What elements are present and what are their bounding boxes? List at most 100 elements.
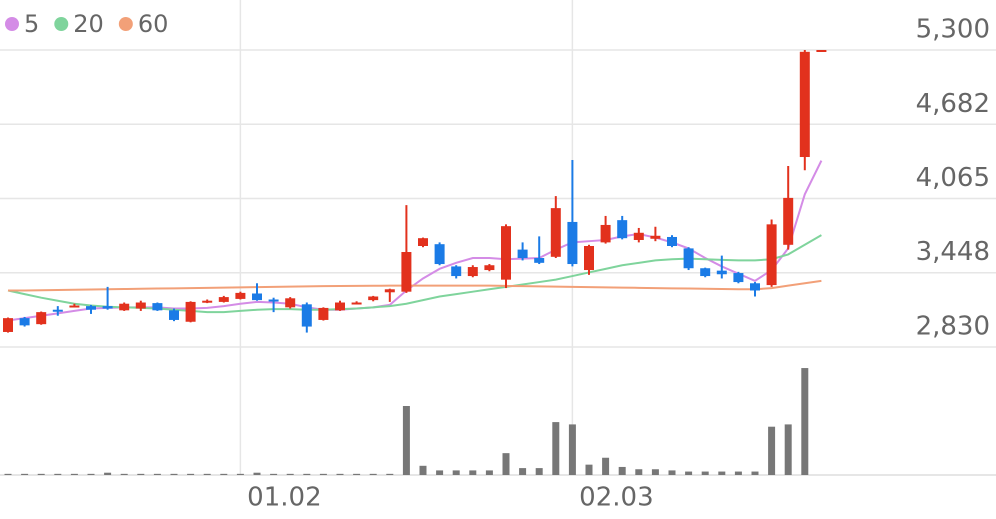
volume-bar: [4, 473, 12, 475]
legend-label: 20: [73, 10, 104, 38]
candle-body: [318, 307, 329, 320]
candle-body: [683, 248, 694, 269]
candle-body: [534, 258, 545, 263]
volume-bar: [253, 472, 261, 475]
volume-bar: [353, 473, 361, 475]
y-tick-label: 4,065: [916, 163, 990, 193]
volume-bar: [402, 406, 410, 475]
volume-bar: [203, 473, 211, 475]
volume-bar: [568, 424, 576, 475]
volume-bar: [502, 453, 510, 475]
candle-body: [401, 252, 412, 292]
candle-body: [285, 298, 296, 308]
candle-body: [517, 249, 528, 259]
volume-bar: [104, 472, 112, 475]
candle-body: [700, 268, 711, 277]
volume-bar: [801, 368, 809, 475]
candle-body: [484, 265, 495, 271]
candle-body: [799, 51, 810, 158]
y-tick-label: 3,448: [916, 237, 990, 267]
volume-bar: [436, 470, 444, 475]
legend-marker: [118, 17, 133, 31]
volume-bar: [286, 473, 294, 475]
candle-body: [467, 267, 478, 277]
volume-bar: [651, 469, 659, 475]
volume-bar: [220, 473, 228, 475]
volume-bar: [170, 473, 178, 475]
candle-body: [135, 302, 146, 309]
volume-bar: [552, 422, 560, 475]
volume-bar: [718, 471, 726, 475]
y-tick-label: 2,830: [916, 312, 990, 342]
volume-bar: [369, 473, 377, 475]
volume-bar: [120, 473, 128, 475]
volume-bar: [602, 457, 610, 475]
volume-bar: [137, 473, 145, 475]
moving-average-line: [8, 279, 822, 292]
candle-body: [501, 226, 511, 280]
candle-body: [218, 297, 229, 302]
candle-body: [650, 235, 661, 239]
candle-body: [451, 266, 462, 277]
candle-body: [633, 232, 644, 240]
candle-body: [550, 208, 561, 257]
candle-body: [252, 293, 262, 301]
moving-average-line: [7, 160, 823, 322]
candle-body: [783, 197, 794, 245]
moving-average-line: [7, 234, 822, 314]
candle-body: [152, 303, 163, 311]
volume-bar: [618, 466, 626, 475]
candle-body: [766, 224, 777, 286]
candle-body: [69, 305, 80, 308]
candle-body: [3, 318, 13, 332]
candle-body: [617, 220, 628, 239]
candle-body: [19, 318, 30, 326]
y-tick-label: 4,682: [916, 89, 990, 119]
volume-bar: [336, 473, 344, 475]
volume-bar: [668, 470, 676, 475]
legend-label: 5: [24, 10, 39, 38]
candle-body: [434, 244, 445, 265]
volume-bar: [21, 473, 29, 475]
volume-bar: [319, 473, 327, 475]
x-tick-label: 01.02: [247, 483, 321, 513]
candle-body: [816, 50, 827, 52]
volume-bar: [784, 424, 792, 475]
volume-bar: [70, 473, 78, 475]
legend-marker: [5, 17, 19, 31]
candle-body: [733, 273, 744, 283]
candle-body: [335, 302, 345, 311]
volume-bar: [469, 470, 477, 475]
legend-label: 60: [138, 10, 169, 38]
volume-bar: [452, 470, 460, 475]
volume-bar: [419, 465, 427, 475]
volume-bar: [270, 473, 278, 475]
volume-bar: [187, 473, 195, 475]
candle-body: [202, 300, 213, 303]
volume-bar: [535, 468, 543, 475]
volume-bar: [635, 469, 643, 475]
legend-marker: [54, 17, 69, 31]
candle-body: [235, 292, 246, 299]
candle-body: [351, 302, 362, 305]
volume-bar: [485, 470, 493, 475]
x-tick-label: 02.03: [579, 483, 653, 513]
volume-bar: [519, 468, 527, 475]
volume-bar: [585, 464, 593, 475]
volume-bar: [37, 473, 45, 475]
candle-body: [119, 303, 130, 311]
volume-bar: [87, 473, 95, 475]
candle-body: [268, 299, 279, 302]
candle-body: [567, 221, 578, 265]
candle-body: [667, 236, 677, 246]
candle-body: [301, 304, 312, 327]
volume-bar: [751, 471, 759, 475]
volume-bar: [386, 473, 394, 475]
volume-bar: [303, 473, 311, 475]
candle-body: [102, 306, 113, 309]
candle-body: [169, 310, 179, 320]
candle-body: [185, 301, 196, 322]
candle-body: [368, 296, 379, 301]
